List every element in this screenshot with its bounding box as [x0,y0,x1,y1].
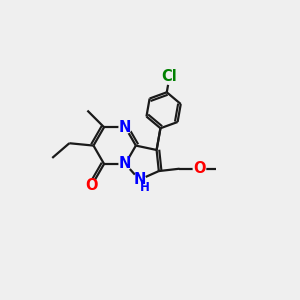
Text: O: O [85,178,98,193]
Text: N: N [119,156,131,171]
Text: Cl: Cl [162,69,178,84]
Circle shape [193,163,206,175]
Text: N: N [119,120,131,135]
Text: H: H [140,181,150,194]
Circle shape [119,121,131,134]
Circle shape [133,173,145,186]
Circle shape [162,68,178,84]
Text: O: O [193,161,206,176]
Circle shape [119,158,131,170]
Text: N: N [133,172,145,187]
Circle shape [85,179,98,192]
